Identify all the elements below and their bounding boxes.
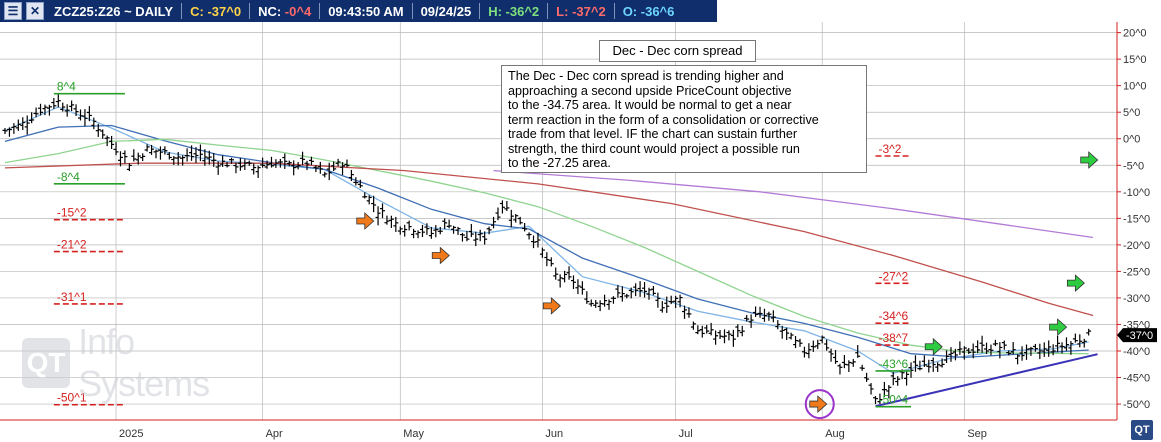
signal-arrow-icon xyxy=(542,297,561,315)
watermark-text: Info Systems xyxy=(78,321,210,404)
x-tick-label: Sep xyxy=(967,428,987,440)
y-tick-label: -30^0 xyxy=(1123,293,1150,305)
price-count-label: -38^7 xyxy=(878,331,908,345)
y-tick-label: -40^0 xyxy=(1123,346,1150,358)
date-label: 09/24/25 xyxy=(420,3,472,19)
signal-arrow-icon xyxy=(809,395,828,413)
trendline xyxy=(875,353,1098,408)
nc-label: NC: xyxy=(258,3,282,19)
x-tick-label: Jun xyxy=(545,428,563,440)
x-tick-label: Apr xyxy=(266,428,283,440)
signal-arrow-icon xyxy=(431,246,450,265)
watermark: QT Info Systems xyxy=(22,321,267,404)
header-divider xyxy=(181,3,183,19)
x-tick-label: 2025 xyxy=(119,428,143,440)
moving-average-line xyxy=(493,169,1094,239)
signal-arrow-icon xyxy=(1066,274,1085,292)
signal-arrow-icon xyxy=(1049,318,1068,337)
low-value: -37^2 xyxy=(572,3,606,19)
price-count-label: -50^4 xyxy=(878,393,908,407)
watermark-logo: QT xyxy=(22,338,71,388)
x-tick-label: May xyxy=(403,428,424,440)
y-tick-label: -5^0 xyxy=(1123,160,1144,172)
x-tick-label: Aug xyxy=(825,428,845,440)
chart-title: Dec - Dec corn spread xyxy=(599,40,756,62)
moving-average-line xyxy=(4,124,1089,359)
close-button[interactable]: ✕ xyxy=(26,2,44,20)
header-divider xyxy=(613,3,615,19)
price-count-label: -43^6 xyxy=(878,357,908,371)
y-tick-label: -15^0 xyxy=(1123,213,1150,225)
moving-average-line xyxy=(4,138,1089,355)
price-count-label: -31^1 xyxy=(57,290,87,304)
price-count-label: -15^2 xyxy=(57,206,87,220)
corner-logo[interactable]: QT xyxy=(1131,420,1153,440)
price-count-label: -34^6 xyxy=(878,309,908,323)
open-value: -36^6 xyxy=(640,3,675,19)
close-value: -37^0 xyxy=(207,3,242,19)
y-tick-label: 5^0 xyxy=(1123,107,1140,119)
high-value: -36^2 xyxy=(505,3,540,19)
high-label: H: xyxy=(488,3,502,19)
y-tick-label: -20^0 xyxy=(1123,240,1150,252)
low-label: L: xyxy=(556,3,569,19)
nc-value: -0^4 xyxy=(284,3,312,19)
time-label: 09:43:50 AM xyxy=(328,3,404,19)
x-tick-label: Jul xyxy=(679,428,693,440)
signal-arrow-icon xyxy=(356,212,375,230)
y-tick-label: 20^0 xyxy=(1123,28,1147,40)
price-count-label: 8^4 xyxy=(57,80,76,94)
signal-arrow-icon xyxy=(924,337,943,356)
header-divider xyxy=(319,3,321,19)
header-divider xyxy=(249,3,251,19)
y-tick-label: 0^0 xyxy=(1123,134,1140,146)
commentary-box: The Dec - Dec corn spread is trending hi… xyxy=(501,65,867,173)
open-label: O: xyxy=(622,3,638,19)
y-tick-label: -10^0 xyxy=(1123,187,1150,199)
price-count-label: -8^4 xyxy=(57,170,80,184)
last-price-label: -37^0 xyxy=(1126,330,1153,342)
highlight-circle xyxy=(804,389,835,420)
price-count-label: -3^2 xyxy=(878,142,901,156)
signal-arrow-icon xyxy=(1080,151,1099,169)
chart-header: ☰ ✕ ZCZ25:Z26 ~ DAILY C: -37^0 NC: -0^4 … xyxy=(0,0,717,22)
price-count-label: -50^1 xyxy=(57,391,87,405)
y-tick-label: 10^0 xyxy=(1123,81,1147,93)
y-tick-label: -45^0 xyxy=(1123,373,1150,385)
menu-button[interactable]: ☰ xyxy=(4,2,22,20)
header-divider xyxy=(547,3,549,19)
y-tick-label: 15^0 xyxy=(1123,54,1147,66)
y-tick-label: -50^0 xyxy=(1123,399,1150,411)
symbol-label[interactable]: ZCZ25:Z26 ~ DAILY xyxy=(54,3,174,19)
close-label: C: xyxy=(190,3,204,19)
last-price-tag xyxy=(1117,328,1157,343)
header-divider xyxy=(479,3,481,19)
price-count-label: -21^2 xyxy=(57,238,87,252)
header-divider xyxy=(411,3,413,19)
price-count-label: -27^2 xyxy=(878,269,908,283)
y-tick-label: -25^0 xyxy=(1123,266,1150,278)
